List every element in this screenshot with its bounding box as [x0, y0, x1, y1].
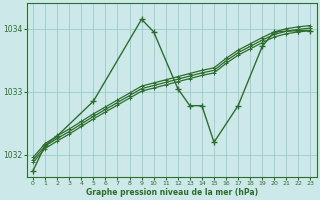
X-axis label: Graphe pression niveau de la mer (hPa): Graphe pression niveau de la mer (hPa): [86, 188, 258, 197]
